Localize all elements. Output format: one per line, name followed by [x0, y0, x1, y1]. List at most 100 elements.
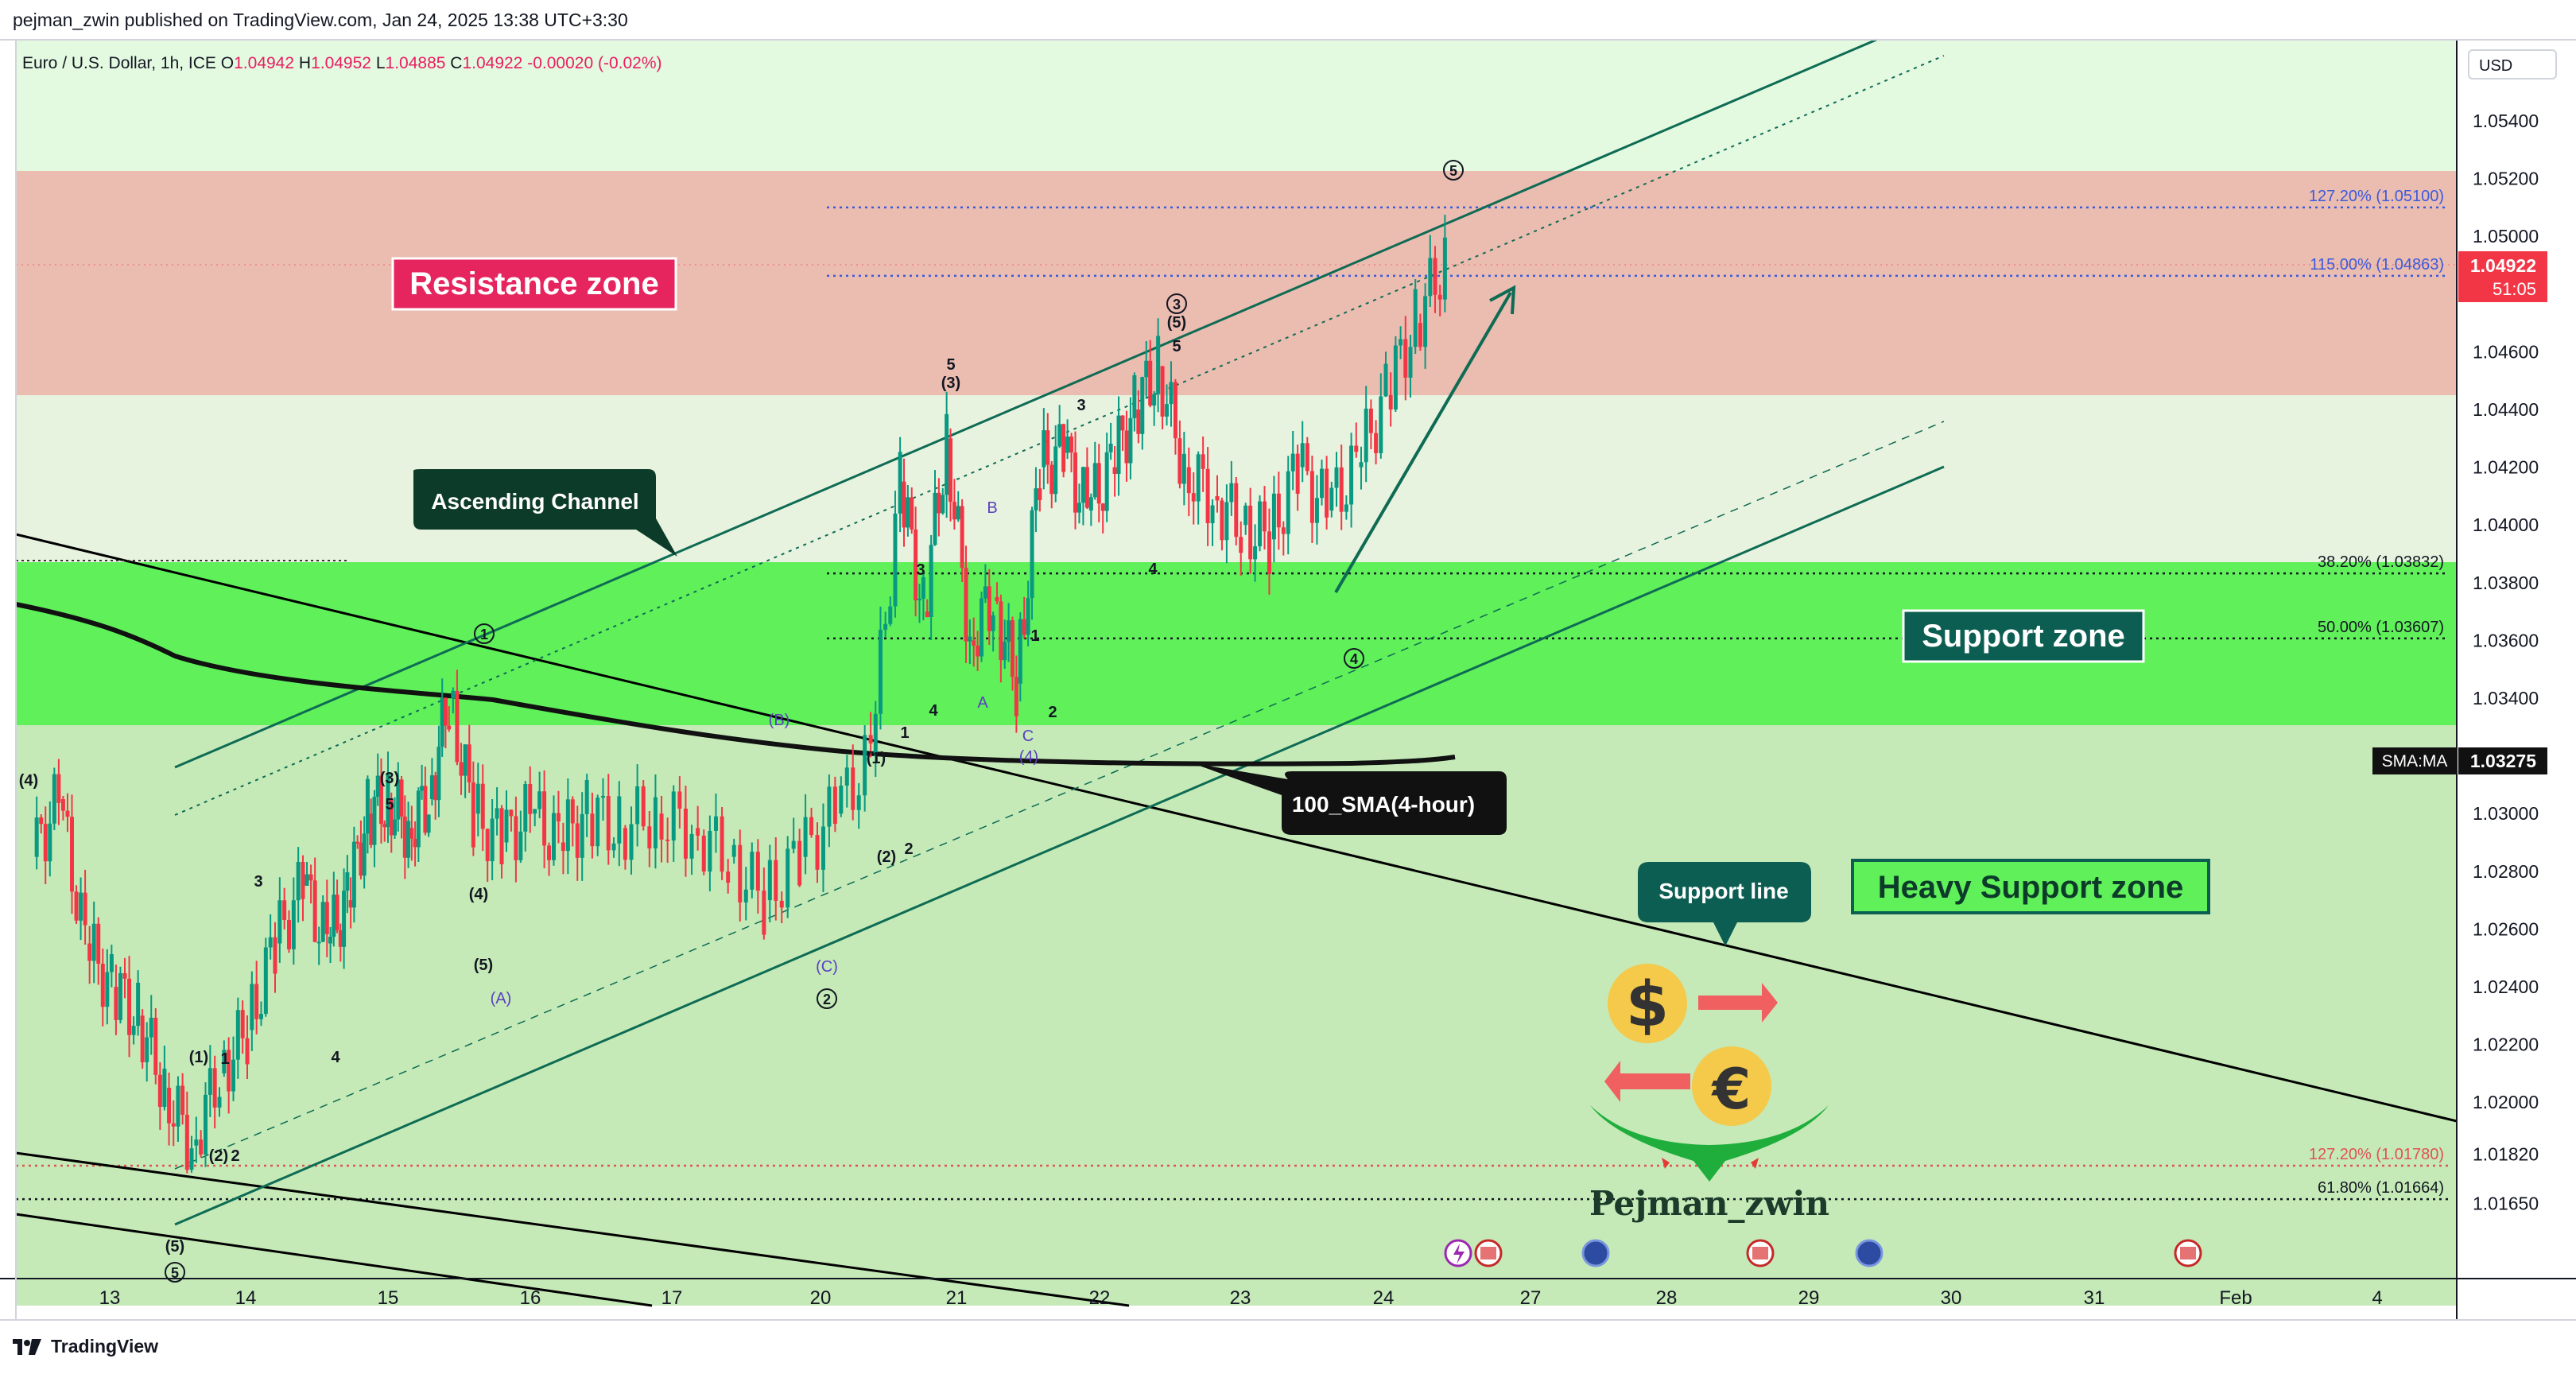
candle-body [118, 972, 122, 1020]
candle-body [1205, 468, 1210, 523]
high-label: H [298, 54, 312, 72]
current-price-text: 1.04922 [2470, 255, 2536, 276]
candle-body [600, 795, 605, 798]
price-tick-label: 1.03400 [2473, 688, 2539, 708]
currency-selector[interactable]: USD [2468, 49, 2557, 80]
candle-body [1065, 436, 1070, 453]
candle-body [1408, 347, 1413, 378]
resistance-zone-label: Resistance zone [391, 257, 677, 311]
open-label: O [220, 54, 235, 72]
candle-body [149, 1017, 153, 1038]
time-tick-label: 27 [1520, 1287, 1542, 1309]
candle-body [145, 1037, 149, 1062]
candle-body [208, 1068, 212, 1095]
candle-body [79, 892, 83, 921]
candle-body [803, 817, 808, 857]
time-axis[interactable]: 13 14 15 16 17 20 21 22 23 24 27 28 29 30 31 Feb 4 [99, 1287, 2383, 1309]
candle-body [1108, 444, 1113, 452]
open-value: 1.04942 [234, 54, 295, 72]
tradingview-brand[interactable]: TradingView [51, 1336, 159, 1357]
candle-body [995, 596, 999, 602]
candle-body [495, 808, 499, 819]
candle-body [485, 829, 490, 862]
wave-label: (5) [165, 1238, 184, 1256]
candle-body [910, 497, 914, 530]
candle-body [590, 813, 595, 847]
candle-body [250, 984, 254, 1030]
candle-body [378, 775, 383, 825]
candle-body [1295, 453, 1300, 494]
wave-label: 1 [900, 724, 909, 742]
candle-body [960, 506, 964, 569]
bottom-bar [0, 1329, 2576, 1374]
fib-level-label: 127.20% (1.05100) [2309, 188, 2444, 205]
candle-body [1144, 360, 1149, 378]
up-arrow-line [1334, 291, 1512, 594]
wave-label: 5 [1172, 338, 1181, 355]
candle-body [514, 816, 518, 860]
candle-body [1286, 471, 1290, 534]
wave-label: 4 [331, 1049, 340, 1066]
candle-body [1128, 417, 1133, 464]
candle-body [1215, 495, 1220, 501]
close-label: C [450, 54, 463, 72]
candle-body [429, 775, 434, 800]
price-tick-label: 1.02000 [2473, 1092, 2539, 1112]
candle-body [1368, 408, 1373, 433]
candle-body [52, 774, 56, 824]
price-tick-label: 1.05000 [2473, 226, 2539, 246]
candle-body [584, 780, 589, 814]
candle-body [797, 840, 802, 886]
candle-body [127, 978, 132, 1035]
candle-body [1038, 488, 1042, 500]
circled-wave-marker [1166, 293, 1187, 314]
candle-body [65, 810, 70, 817]
candle-body [528, 783, 533, 814]
candle-body [157, 1074, 162, 1108]
candle-body [372, 797, 377, 845]
exchange-arrow-right-head [1762, 983, 1778, 1023]
price-tick-label: 1.02600 [2473, 918, 2539, 939]
candle-body [1069, 436, 1074, 453]
candle-body [440, 697, 444, 747]
candle-body [1136, 409, 1141, 434]
calendar-event-icons[interactable] [1444, 1239, 2202, 1267]
candle-body [665, 839, 670, 841]
candle-body [827, 786, 832, 827]
ascending-channel-text: Ascending Channel [431, 489, 638, 514]
fib-level-label: 127.20% (1.01780) [2309, 1146, 2444, 1163]
candle-body [490, 818, 495, 862]
candle-body [821, 826, 825, 870]
candle-body [1393, 345, 1398, 409]
circled-wave-label: 1 [480, 627, 488, 642]
candle-body [523, 783, 528, 832]
ascending-channel-callout: Ascending Channel [413, 469, 677, 557]
candle-body [91, 923, 96, 961]
sma-callout: 100_SMA(4-hour) [1193, 763, 1507, 835]
candle-body [1092, 463, 1097, 498]
tradingview-logo-icon[interactable] [11, 1336, 46, 1358]
candle-body [518, 831, 523, 860]
channel-mid-dashed [174, 421, 1945, 1170]
candle-body [987, 586, 991, 631]
candle-body [1053, 446, 1058, 495]
candle-body [755, 852, 760, 891]
time-tick-label: 28 [1656, 1287, 1678, 1309]
candle-body [774, 860, 778, 901]
wave-label: 3 [254, 873, 262, 891]
wave-label: (5) [1167, 314, 1186, 332]
channel-upper [174, 38, 1877, 769]
fib-level-label: 50.00% (1.03607) [2318, 619, 2444, 636]
candle-body [1007, 620, 1011, 642]
candle-body [606, 795, 611, 851]
candle-body [245, 1038, 250, 1065]
candle-body [259, 1014, 263, 1019]
candle-body [351, 841, 356, 908]
candle-body [114, 987, 118, 1020]
candle-body [878, 630, 883, 714]
candle-body [677, 791, 682, 809]
candle-body [941, 495, 945, 514]
candle-body [542, 791, 547, 846]
candle-body [305, 874, 309, 886]
